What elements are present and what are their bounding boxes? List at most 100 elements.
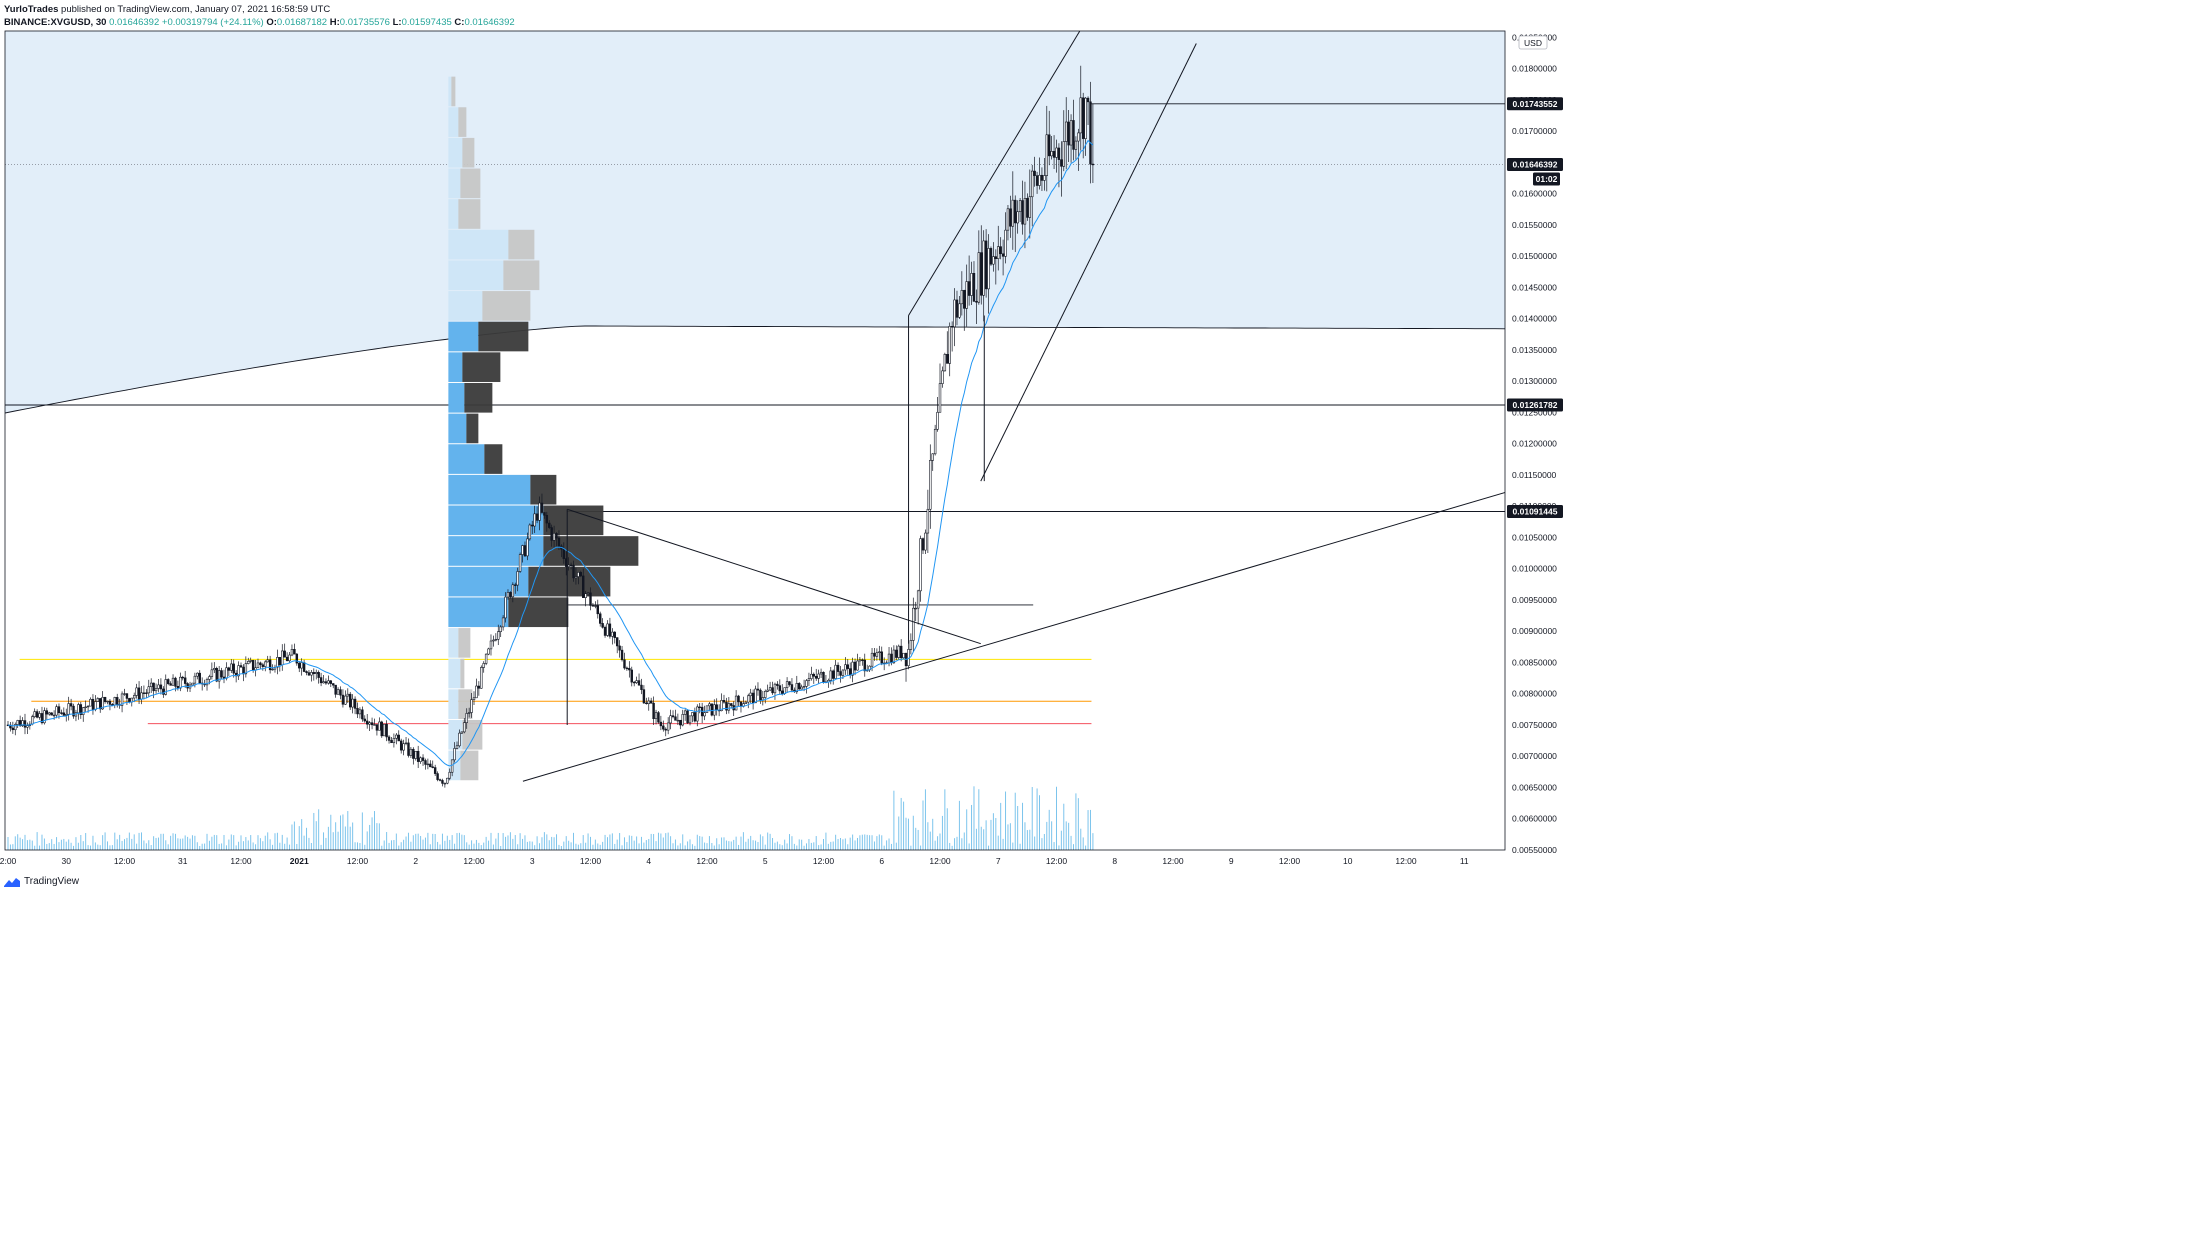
candle-body xyxy=(86,705,90,708)
candle-body xyxy=(715,704,718,711)
candle-body xyxy=(288,654,291,662)
plot-area[interactable] xyxy=(5,31,1523,850)
published-info: published on TradingView.com, January 07… xyxy=(61,4,331,15)
candle-body xyxy=(1043,175,1046,181)
candle-body xyxy=(870,652,874,667)
candle-body xyxy=(157,684,160,689)
candle-body xyxy=(611,631,614,637)
candle-body xyxy=(548,522,551,528)
candle-body xyxy=(654,712,658,720)
profile-up-bar xyxy=(448,291,483,321)
profile-down-bar xyxy=(458,628,471,658)
time-tick-label: 6 xyxy=(879,856,884,866)
currency-badge[interactable]: USD xyxy=(1518,35,1548,50)
time-tick-label: 12:00 xyxy=(230,856,252,866)
candle-body xyxy=(1035,175,1039,186)
candle-body xyxy=(982,240,985,296)
price-tick-label: 0.01150000 xyxy=(1512,470,1557,480)
candle-body xyxy=(108,700,112,705)
candle-body xyxy=(933,428,937,455)
price-tag-box xyxy=(1507,504,1563,518)
candle-body xyxy=(1064,121,1068,142)
candle-body xyxy=(768,687,772,691)
candle-body xyxy=(407,742,410,756)
candle-body xyxy=(523,545,527,557)
candle-body xyxy=(159,684,163,690)
candle-body xyxy=(399,740,403,751)
candle-body xyxy=(640,684,643,690)
price-tick-label: 0.01000000 xyxy=(1512,564,1557,574)
candle-body xyxy=(475,685,478,699)
candle-body xyxy=(50,712,53,716)
price-tick-label: 0.00550000 xyxy=(1512,845,1557,855)
candle-body xyxy=(897,645,900,658)
candle-body xyxy=(863,659,866,672)
profile-up-bar xyxy=(448,658,461,689)
candle-body xyxy=(562,548,566,559)
candle-body xyxy=(683,710,687,715)
high-label: H: xyxy=(329,17,340,28)
candle-body xyxy=(1023,198,1027,225)
candle-body xyxy=(649,700,653,704)
candle-body xyxy=(242,666,245,675)
time-axis[interactable]: 2:00 30 12:00 31 12:00 2021 12:00 2 12:00 3 12:00 4… xyxy=(0,856,1469,866)
candle-body xyxy=(666,722,670,731)
price-tags: 0.01743552 0.01646392 0.01261782 0.01091445… xyxy=(1507,97,1563,518)
candle-body xyxy=(1011,199,1015,227)
profile-up-bar xyxy=(448,382,465,413)
candle-body xyxy=(846,664,849,669)
candle-body xyxy=(489,640,493,650)
candle-body xyxy=(805,680,808,687)
author-name[interactable]: YurloTrades xyxy=(4,4,59,15)
profile-up-bar xyxy=(448,260,504,291)
candle-body xyxy=(232,663,235,674)
candle-body xyxy=(829,670,832,681)
candle-body xyxy=(65,713,68,716)
candle-body xyxy=(999,246,1002,255)
candle-body xyxy=(446,777,449,784)
candle-body xyxy=(48,712,51,715)
candle-body xyxy=(892,649,896,664)
close-value: 0.01646392 xyxy=(464,17,515,28)
profile-up-bar xyxy=(448,474,531,505)
candle-body xyxy=(844,664,847,671)
profile-down-bar xyxy=(466,413,479,444)
symbol-label[interactable]: BINANCE:XVGUSD, 30 xyxy=(4,17,107,28)
candle-body xyxy=(341,694,345,705)
candle-body xyxy=(579,572,583,577)
footer[interactable]: TradingView xyxy=(4,876,79,887)
candle-body xyxy=(322,681,325,684)
time-tick-label: 7 xyxy=(996,856,1001,866)
candle-body xyxy=(608,623,612,637)
candle-body xyxy=(916,590,920,609)
price-chart[interactable]: 0.00550000 0.00600000 0.00650000 0.00700000… xyxy=(0,0,1566,896)
candle-body xyxy=(676,719,680,722)
time-tick-label: 12:00 xyxy=(696,856,718,866)
candle-body xyxy=(38,713,41,718)
candle-body xyxy=(375,724,379,731)
profile-up-bar xyxy=(448,352,463,382)
candle-body xyxy=(193,675,197,684)
candle-body xyxy=(402,743,405,751)
candle-body xyxy=(62,712,66,716)
candle-body xyxy=(895,649,898,658)
price-axis[interactable]: 0.00550000 0.00600000 0.00650000 0.00700000… xyxy=(1512,32,1557,855)
candle-body xyxy=(1009,208,1012,227)
profile-up-bar xyxy=(448,168,461,199)
candle-body xyxy=(368,722,371,725)
candle-body xyxy=(281,650,284,666)
profile-up-bar xyxy=(448,444,485,474)
candle-body xyxy=(492,639,495,642)
candle-body xyxy=(630,669,633,683)
candle-body xyxy=(295,653,299,664)
candle-body xyxy=(261,664,265,667)
candle-body xyxy=(380,721,383,737)
price-tick-label: 0.01600000 xyxy=(1512,189,1557,199)
candle-body xyxy=(674,716,677,721)
price-tick-label: 0.00750000 xyxy=(1512,720,1557,730)
candle-body xyxy=(819,671,823,675)
open-value: 0.01687182 xyxy=(276,17,328,28)
price-tick-label: 0.01700000 xyxy=(1512,126,1557,136)
candle-body xyxy=(154,688,158,692)
candle-body xyxy=(912,607,915,641)
